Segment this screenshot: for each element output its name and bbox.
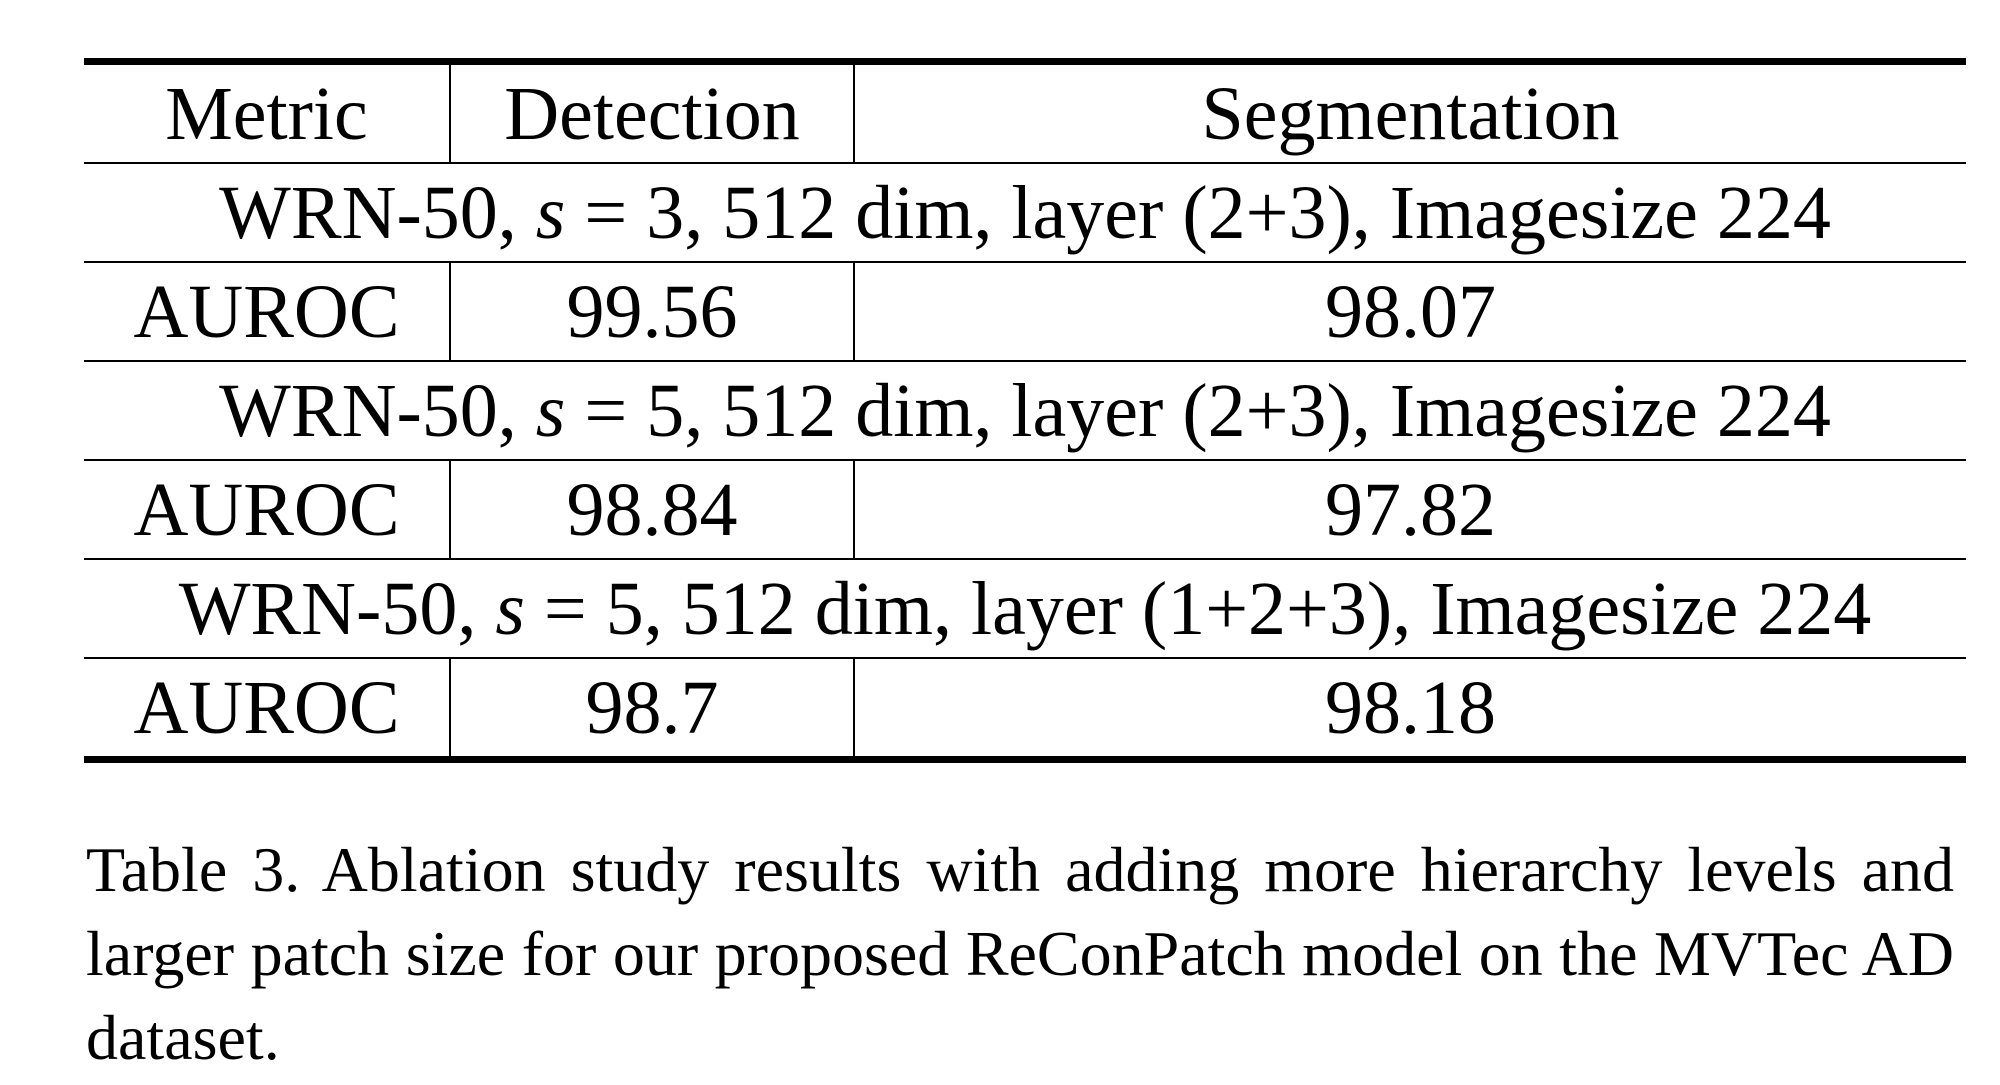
table-caption: Table 3. Ablation study results with add… (86, 834, 1954, 1073)
config-prefix: WRN-50, (219, 170, 536, 255)
config-suffix: = 5, 512 dim, layer (2+3), Imagesize 224 (565, 368, 1831, 453)
result-row: AUROC 98.84 97.82 (84, 460, 1966, 560)
detection-value: 98.7 (450, 658, 855, 763)
config-row: WRN-50, s = 3, 512 dim, layer (2+3), Ima… (84, 163, 1966, 263)
config-cell: WRN-50, s = 5, 512 dim, layer (1+2+3), I… (84, 559, 1966, 659)
config-cell: WRN-50, s = 5, 512 dim, layer (2+3), Ima… (84, 361, 1966, 461)
config-suffix: = 5, 512 dim, layer (1+2+3), Imagesize 2… (524, 566, 1872, 651)
config-variable: s (535, 368, 566, 453)
config-prefix: WRN-50, (219, 368, 536, 453)
header-detection: Detection (450, 58, 855, 164)
detection-value: 99.56 (450, 262, 855, 362)
segmentation-value: 98.07 (854, 262, 1966, 362)
header-segmentation: Segmentation (854, 58, 1966, 164)
config-suffix: = 3, 512 dim, layer (2+3), Imagesize 224 (565, 170, 1831, 255)
config-variable: s (495, 566, 525, 651)
config-variable: s (535, 170, 566, 255)
config-row: WRN-50, s = 5, 512 dim, layer (1+2+3), I… (84, 559, 1966, 659)
ablation-results-table: Metric Detection Segmentation WRN-50, s … (84, 58, 1966, 763)
segmentation-value: 97.82 (854, 460, 1966, 560)
result-row: AUROC 98.7 98.18 (84, 658, 1966, 763)
segmentation-value-best: 98.18 (854, 658, 1966, 763)
config-prefix: WRN-50, (178, 566, 496, 651)
config-cell: WRN-50, s = 3, 512 dim, layer (2+3), Ima… (84, 163, 1966, 263)
detection-value: 98.84 (450, 460, 855, 560)
metric-cell: AUROC (84, 658, 451, 763)
header-row: Metric Detection Segmentation (84, 58, 1966, 164)
config-row: WRN-50, s = 5, 512 dim, layer (2+3), Ima… (84, 361, 1966, 461)
result-row: AUROC 99.56 98.07 (84, 262, 1966, 362)
header-metric: Metric (84, 58, 451, 164)
metric-cell: AUROC (84, 262, 451, 362)
metric-cell: AUROC (84, 460, 451, 560)
